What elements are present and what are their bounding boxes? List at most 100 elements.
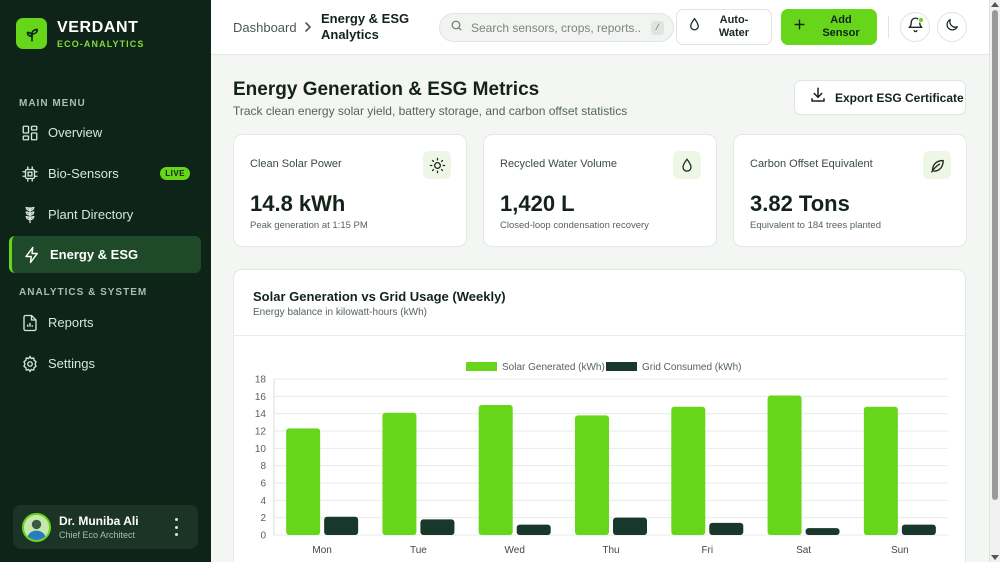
gear-icon xyxy=(21,354,39,373)
scroll-thumb[interactable] xyxy=(992,10,998,500)
chip-icon xyxy=(21,165,39,183)
sidebar-item-label: Energy & ESG xyxy=(50,247,139,262)
sidebar-item-label: Reports xyxy=(48,315,94,330)
leaf-icon xyxy=(923,151,951,179)
chart-subtitle: Energy balance in kilowatt-hours (kWh) xyxy=(253,307,427,318)
sidebar-item-label: Overview xyxy=(48,125,103,140)
page-title: Energy Generation & ESG Metrics xyxy=(233,79,540,100)
bar-solar xyxy=(671,406,706,535)
plus-icon xyxy=(793,18,806,36)
bar-solar xyxy=(382,412,417,535)
y-tick-label: 16 xyxy=(255,392,267,403)
stat-label: Recycled Water Volume xyxy=(500,158,617,170)
sidebar-item-reports[interactable]: Reports xyxy=(9,304,201,341)
stat-description: Equivalent to 184 trees planted xyxy=(750,220,881,231)
page-subtitle: Track clean energy solar yield, battery … xyxy=(233,104,628,118)
chart-title: Solar Generation vs Grid Usage (Weekly) xyxy=(253,289,506,304)
report-icon xyxy=(21,314,39,332)
sidebar-item-plant-directory[interactable]: Plant Directory xyxy=(9,196,201,233)
y-tick-label: 4 xyxy=(260,496,266,507)
stat-value: 1,420 L xyxy=(500,191,575,216)
notifications-button[interactable] xyxy=(900,12,930,42)
user-role: Chief Eco Architect xyxy=(59,530,136,540)
theme-toggle-button[interactable] xyxy=(937,12,967,42)
page-scrollbar[interactable] xyxy=(989,0,1000,562)
chevron-right-icon xyxy=(302,20,314,34)
scroll-down-arrow[interactable] xyxy=(991,555,999,560)
analytics-system-label: ANALYTICS & SYSTEM xyxy=(19,287,148,298)
legend-swatch xyxy=(466,362,497,371)
stat-value: 14.8 kWh xyxy=(250,191,346,216)
bar-solar xyxy=(575,415,609,535)
notification-dot xyxy=(918,17,924,23)
stat-card-water: Recycled Water Volume 1,420 L Closed-loo… xyxy=(483,134,717,247)
user-profile-card[interactable]: Dr. Muniba Ali Chief Eco Architect xyxy=(13,505,198,549)
chart-header: Solar Generation vs Grid Usage (Weekly) … xyxy=(234,270,965,336)
x-tick-label: Sun xyxy=(891,545,909,556)
droplet-icon xyxy=(673,151,701,179)
y-tick-label: 0 xyxy=(260,531,266,542)
y-tick-label: 10 xyxy=(255,444,267,455)
x-tick-label: Mon xyxy=(312,545,331,556)
sidebar-item-label: Bio-Sensors xyxy=(48,166,119,181)
bolt-icon xyxy=(23,246,41,264)
stat-value: 3.82 Tons xyxy=(750,191,850,216)
toolbar-divider xyxy=(888,16,889,38)
bar-grid xyxy=(420,519,455,535)
brand-name: VERDANT xyxy=(57,18,139,36)
x-tick-label: Thu xyxy=(602,545,619,556)
sprout-logo-icon xyxy=(16,18,47,49)
x-tick-label: Tue xyxy=(410,545,427,556)
sidebar-item-settings[interactable]: Settings xyxy=(9,345,201,382)
x-tick-label: Wed xyxy=(505,545,525,556)
stat-label: Clean Solar Power xyxy=(250,158,342,170)
sidebar-item-bio-sensors[interactable]: Bio-Sensors LIVE xyxy=(9,155,201,192)
auto-water-button[interactable]: Auto-Water xyxy=(676,9,772,45)
add-sensor-label: Add Sensor xyxy=(822,14,860,39)
stat-card-solar: Clean Solar Power 14.8 kWh Peak generati… xyxy=(233,134,467,247)
stat-description: Peak generation at 1:15 PM xyxy=(250,220,368,231)
stat-card-carbon: Carbon Offset Equivalent 3.82 Tons Equiv… xyxy=(733,134,967,247)
sidebar-item-label: Settings xyxy=(48,356,95,371)
bar-solar xyxy=(863,406,898,535)
legend-label: Grid Consumed (kWh) xyxy=(642,362,741,373)
breadcrumb-current: Energy & ESG Analytics xyxy=(321,11,410,42)
x-tick-label: Sat xyxy=(796,545,811,556)
avatar xyxy=(22,512,51,542)
bar-grid xyxy=(516,524,551,535)
sidebar-item-energy-esg[interactable]: Energy & ESG xyxy=(9,236,201,273)
stat-description: Closed-loop condensation recovery xyxy=(500,220,649,231)
bar-chart: 0 2 4 6 8 10 12 14 16 18 Solar Generated (kWh) Grid… xyxy=(255,362,948,556)
droplet-icon xyxy=(687,16,702,38)
legend-label: Solar Generated (kWh) xyxy=(502,362,605,373)
sidebar-item-overview[interactable]: Overview xyxy=(9,114,201,151)
y-tick-label: 18 xyxy=(255,375,267,386)
x-tick-label: Fri xyxy=(701,545,713,556)
y-tick-label: 2 xyxy=(260,513,266,524)
live-badge: LIVE xyxy=(160,167,190,180)
bar-grid xyxy=(324,516,359,535)
export-esg-certificate-button[interactable]: Export ESG Certificate xyxy=(794,80,966,115)
sun-icon xyxy=(423,151,451,179)
main-menu-label: MAIN MENU xyxy=(19,98,86,109)
scroll-up-arrow[interactable] xyxy=(991,2,999,7)
export-label: Export ESG Certificate xyxy=(835,90,964,105)
auto-water-label: Auto-Water xyxy=(718,14,750,39)
more-vertical-icon[interactable] xyxy=(168,518,184,536)
moon-icon xyxy=(944,17,960,38)
add-sensor-button[interactable]: Add Sensor xyxy=(781,9,877,45)
grid-icon xyxy=(21,124,39,142)
chart-card: Solar Generation vs Grid Usage (Weekly) … xyxy=(233,269,966,562)
y-tick-label: 6 xyxy=(260,479,266,490)
legend-swatch xyxy=(606,362,637,371)
breadcrumb-dashboard[interactable]: Dashboard xyxy=(233,20,297,35)
sidebar: VERDANT ECO-ANALYTICS MAIN MENU Overview… xyxy=(0,0,211,562)
search-bar[interactable]: / xyxy=(439,13,674,42)
y-tick-label: 14 xyxy=(255,409,267,420)
sidebar-item-label: Plant Directory xyxy=(48,207,134,222)
search-input[interactable] xyxy=(471,20,641,35)
bar-grid xyxy=(901,524,936,535)
brand[interactable]: VERDANT ECO-ANALYTICS xyxy=(16,18,144,49)
search-icon xyxy=(450,19,463,37)
brand-subtitle: ECO-ANALYTICS xyxy=(57,38,145,49)
